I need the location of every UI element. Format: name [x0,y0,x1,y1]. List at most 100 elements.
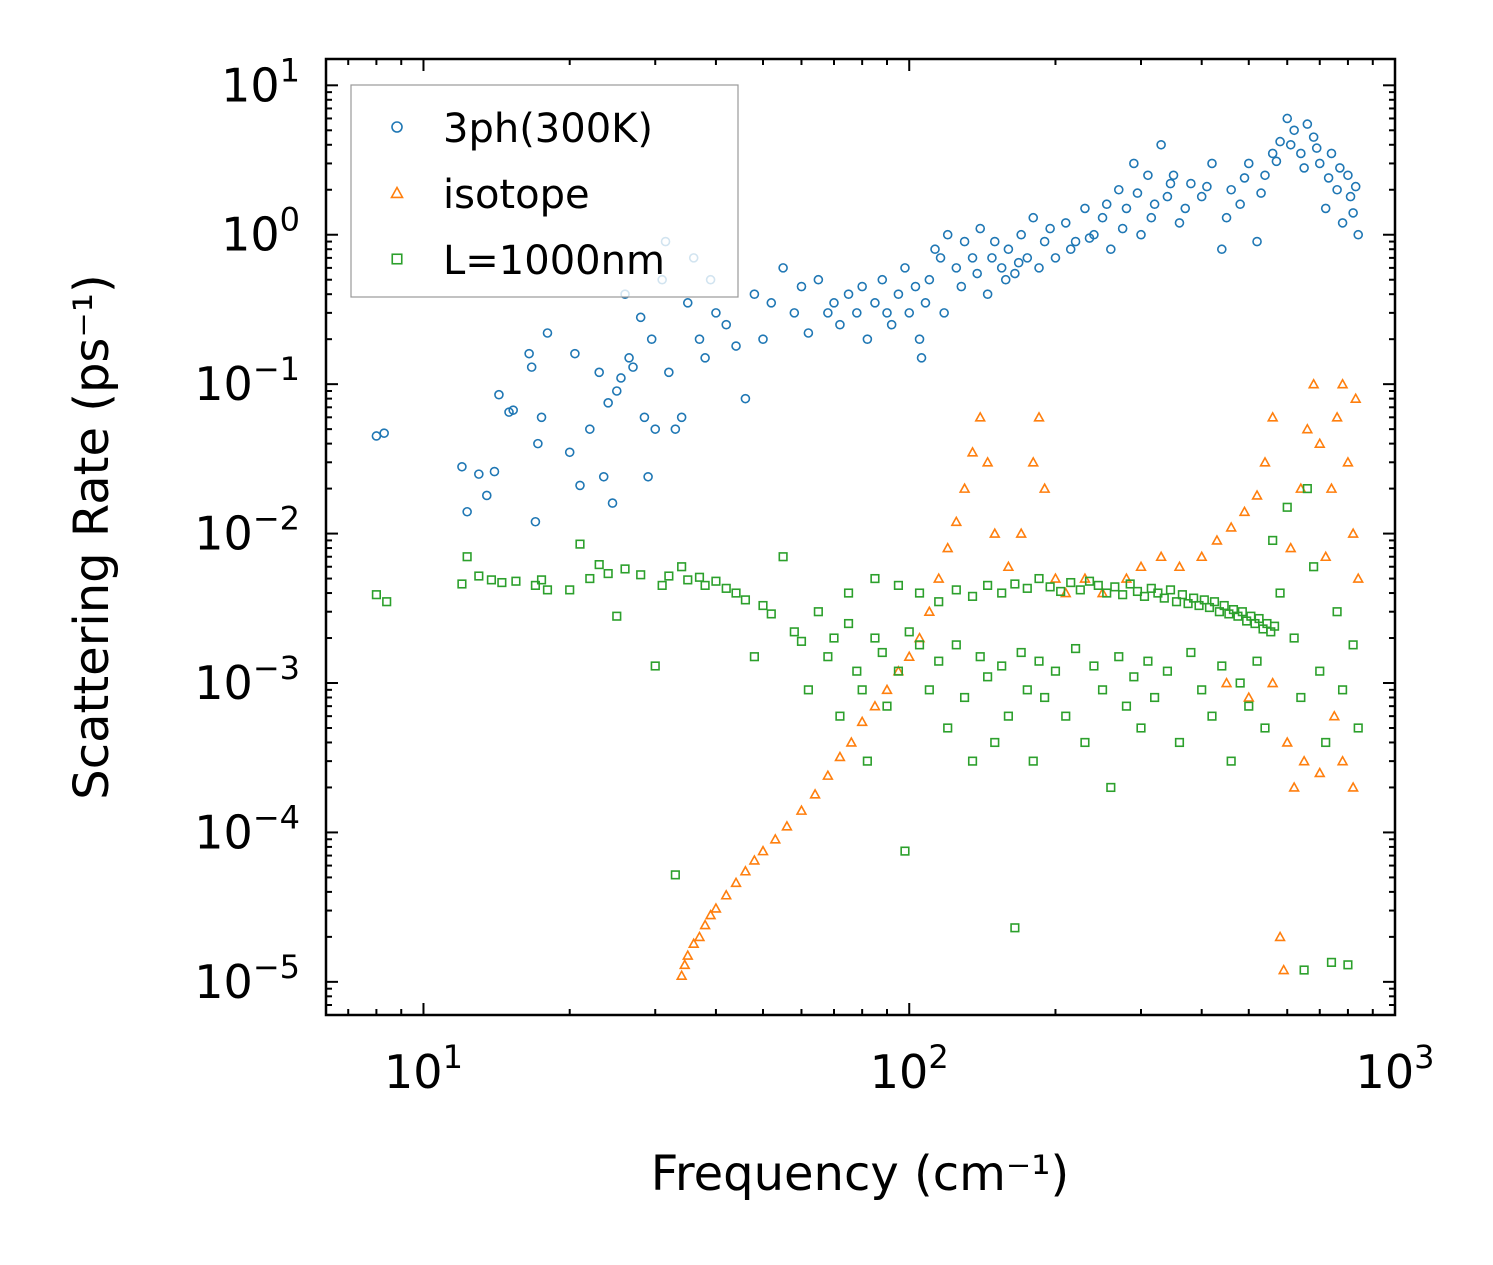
data-point [1285,139,1296,150]
data-point [650,661,660,671]
data-point [1110,582,1120,592]
data-point [643,471,653,482]
data-point [914,588,925,598]
y-axis-label: Scattering Rate (ps⁻¹) [64,274,120,800]
data-point [904,627,914,637]
data-point [1066,577,1076,588]
data-point [958,482,971,493]
data-point [1326,957,1337,967]
data-point [1244,701,1254,711]
data-point [657,580,667,590]
data-point [758,600,768,611]
data-point [1350,181,1361,192]
data-point [959,692,970,703]
data-point [664,571,674,581]
data-point [1342,456,1354,467]
data-point [1000,274,1011,285]
data-point [942,229,953,240]
data-point [1296,148,1306,159]
data-point [1352,572,1364,583]
data-point [740,595,751,605]
data-point [711,308,721,318]
data-point [1136,229,1146,240]
data-point [1013,257,1024,268]
data-point [1252,236,1262,247]
x-axis-label: Frequency (cm⁻¹) [651,1146,1069,1202]
data-point [1106,782,1116,793]
data-point [711,576,721,586]
data-point [829,298,839,308]
data-point [1239,173,1250,183]
data-point [1259,456,1271,467]
data-point [870,573,880,584]
data-point [530,580,541,590]
data-point [670,424,681,434]
data-point [924,685,934,695]
data-point [934,656,944,666]
data-point [766,609,776,619]
data-point [1028,212,1039,223]
data-point [778,263,788,273]
data-point [932,572,945,583]
data-point [1256,188,1266,198]
data-point [687,937,700,949]
data-point [1132,188,1143,198]
data-point [951,640,961,650]
data-point [829,633,839,643]
data-point [1260,723,1270,733]
data-point [1336,755,1349,766]
data-point [1034,573,1044,584]
data-point [1097,685,1108,695]
data-point [1282,113,1293,124]
data-point [1150,692,1160,703]
data-point [1226,184,1236,195]
data-point [1302,119,1313,129]
data-point [457,579,467,589]
data-point [1089,661,1099,671]
data-point [1125,579,1135,589]
x-tick-label: 101 [384,1038,463,1099]
data-point [886,319,897,330]
data-point [893,289,904,299]
data-point [1056,586,1066,597]
data-point [1162,191,1173,202]
data-point [882,701,892,711]
data-point [683,575,693,585]
data-point [843,588,854,598]
data-point [857,281,867,292]
data-point [1343,170,1353,181]
data-point [1207,158,1217,169]
data-point [1281,736,1293,747]
data-point [1235,199,1245,210]
data-point [497,577,507,588]
data-point [1065,244,1076,255]
data-point [677,562,687,572]
data-point [1266,676,1279,688]
data-point [1189,593,1199,603]
data-point [975,652,985,662]
data-point [1050,253,1061,263]
data-point [967,253,978,263]
y-tick-label: 10−4 [194,798,300,859]
data-point [835,319,845,330]
data-point [1045,582,1055,592]
data-point [1136,723,1146,733]
data-point [930,244,940,255]
data-points [371,113,1364,980]
data-point [720,889,732,900]
data-point [1038,482,1051,493]
data-point [893,666,904,676]
data-point [997,661,1007,671]
data-point [966,446,979,457]
data-point [710,902,722,913]
data-point [1084,576,1095,586]
data-point [982,289,993,299]
legend-box [350,84,739,298]
data-point [594,560,604,570]
data-point [1143,656,1153,666]
data-point [1313,437,1326,448]
data-point [959,236,970,247]
data-point [382,597,392,607]
data-point [1271,156,1282,167]
data-point [1238,505,1251,517]
